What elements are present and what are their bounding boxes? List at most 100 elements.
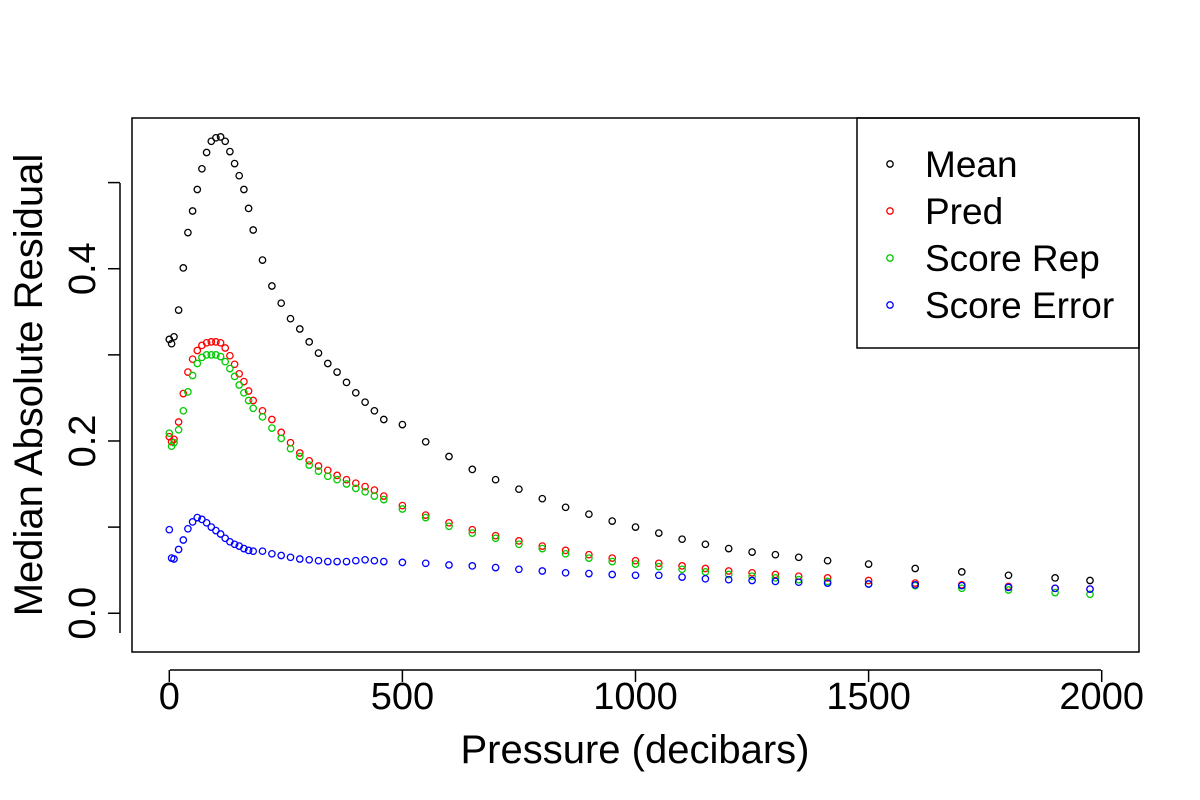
data-point-series-2 [212,351,220,359]
data-point-series-3 [286,553,295,562]
data-point-series-0 [1051,574,1059,582]
data-point-series-3 [165,525,174,534]
data-point-series-0 [561,503,570,512]
data-point-series-1 [491,531,500,540]
data-point-series-2 [585,554,593,562]
data-point-series-0 [1086,576,1094,585]
data-point-series-1 [445,518,453,527]
data-point-series-0 [212,133,220,142]
x-tick-label: 500 [371,676,434,718]
data-point-series-0 [258,256,267,264]
x-axis-ticks: 0 500 1000 1500 2000 [159,670,1144,718]
data-point-series-1 [701,564,710,573]
x-tick-label: 1500 [826,676,911,718]
data-point-series-2 [468,529,477,537]
data-point-series-0 [314,349,323,357]
data-point-series-3 [370,556,379,565]
data-point-series-3 [1004,583,1013,592]
data-point-series-2 [244,396,253,405]
data-point-series-3 [305,555,314,564]
data-point-series-0 [305,338,314,346]
data-point-series-1 [398,501,407,510]
data-point-series-3 [170,555,178,563]
data-point-series-0 [179,264,188,272]
data-point-series-3 [333,557,341,566]
data-point-series-2 [421,513,430,522]
data-point-series-0 [351,388,360,397]
data-point-series-1 [631,556,640,565]
data-point-series-3 [468,562,477,570]
data-point-series-3 [538,567,547,575]
data-point-series-0 [167,339,176,348]
data-point-series-0 [226,147,234,156]
data-point-series-0 [184,228,192,237]
data-point-series-1 [468,525,477,534]
data-point-series-0 [323,359,332,368]
data-point-series-2 [230,372,239,381]
data-point-series-1 [258,406,267,415]
data-point-series-0 [631,523,640,531]
data-point-series-0 [491,475,500,484]
data-point-series-3 [268,549,276,558]
data-point-series-3 [174,545,183,554]
data-point-series-2 [1086,590,1094,599]
data-point-series-0 [174,306,183,314]
data-point-series-3 [1086,585,1094,593]
data-point-series-2 [235,381,244,389]
data-point-series-2 [370,492,379,500]
legend-box [856,117,1140,349]
x-axis-title: Pressure (decibars) [460,728,809,772]
data-point-series-1 [202,338,211,347]
data-point-series-2 [445,522,453,531]
data-point-series-2 [249,404,258,413]
data-point-series-3 [608,570,617,579]
data-point-series-2 [538,544,547,553]
data-point-series-3 [911,580,920,589]
data-point-series-0 [295,325,304,333]
data-point-series-3 [342,557,351,566]
legend-marker [886,207,894,215]
data-point-series-0 [268,282,276,290]
data-point-series-2 [957,584,966,593]
data-point-series-1 [724,567,733,575]
data-points-layer [165,133,1094,599]
data-point-series-2 [748,572,756,581]
data-point-series-2 [491,534,500,543]
data-point-series-2 [202,351,211,359]
data-point-series-2 [515,540,523,549]
data-point-series-1 [561,546,570,555]
data-point-series-3 [1051,584,1059,593]
data-point-series-0 [421,437,430,446]
y-tick-label: 0.2 [62,415,104,468]
data-point-series-2 [1051,588,1059,597]
data-point-series-3 [678,573,686,581]
data-point-series-1 [748,568,756,577]
data-point-series-3 [379,557,388,566]
data-point-series-0 [823,556,832,565]
data-point-series-3 [202,518,211,527]
data-point-series-3 [184,524,192,533]
legend-label: Pred [925,191,1003,232]
data-point-series-2 [188,371,197,380]
data-point-series-2 [333,475,341,484]
data-point-series-3 [314,556,323,565]
data-point-series-3 [193,513,202,522]
data-point-series-3 [701,574,710,583]
data-point-series-3 [179,536,188,544]
data-point-series-1 [193,346,202,355]
data-point-series-0 [957,568,966,576]
data-point-series-0 [468,465,477,474]
data-point-series-2 [165,429,174,438]
data-point-series-0 [379,415,388,424]
data-point-series-2 [268,424,276,432]
data-point-series-3 [957,581,966,590]
data-point-series-0 [333,368,341,376]
x-tick-label: 0 [159,676,180,718]
data-point-series-0 [193,185,202,194]
data-point-series-0 [202,148,211,157]
data-point-series-2 [207,351,216,359]
data-point-series-1 [608,554,617,562]
data-point-series-1 [678,562,686,570]
